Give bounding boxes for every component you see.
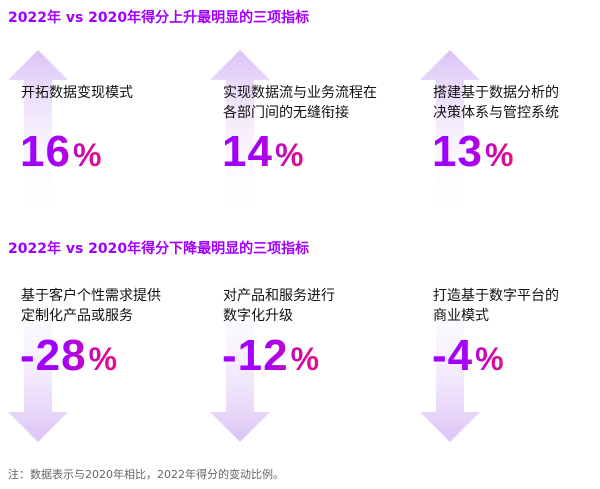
metric-value: -28% [20,332,118,383]
metric-value: 13% [432,128,514,179]
up-arrow-icon [420,50,480,220]
up-arrow-icon [210,50,270,220]
metric-label-line-2: 商业模式 [433,308,489,324]
metric-label-line-1: 实现数据流与业务流程在 [223,85,377,101]
section-title-decrease: 2022年 vs 2020年得分下降最明显的三项指标 [8,241,310,257]
metric-label-line-1: 打造基于数字平台的 [433,288,559,304]
metric-label-line-2: 定制化产品或服务 [21,308,133,324]
metric-label: 开拓数据变现模式 [21,85,133,101]
metric-card-increase-3: 搭建基于数据分析的 决策体系与管控系统 13% [420,50,600,220]
metric-card-decrease-2: 对产品和服务进行 数字化升级 -12% [210,272,400,442]
section-title-increase: 2022年 vs 2020年得分上升最明显的三项指标 [8,10,310,26]
metric-card-decrease-1: 基于客户个性需求提供 定制化产品或服务 -28% [8,272,198,442]
metric-label-line-2: 各部门间的无缝衔接 [223,105,349,121]
metric-label-line-2: 决策体系与管控系统 [433,105,559,121]
metric-value: -12% [222,332,320,383]
down-arrow-icon [8,272,68,442]
up-arrow-icon [8,50,68,220]
metric-value: 16% [20,128,102,179]
down-arrow-icon [420,272,480,442]
metric-label-line-1: 基于客户个性需求提供 [21,288,161,304]
down-arrow-icon [210,272,270,442]
metric-card-increase-2: 实现数据流与业务流程在 各部门间的无缝衔接 14% [210,50,400,220]
footnote: 注：数据表示与2020年相比，2022年得分的变动比例。 [8,468,284,481]
metric-value: 14% [222,128,304,179]
metric-label-line-2: 数字化升级 [223,308,293,324]
metric-label-line-1: 搭建基于数据分析的 [433,85,559,101]
metric-value: -4% [432,332,505,383]
metric-label-line-1: 对产品和服务进行 [223,288,335,304]
metric-card-decrease-3: 打造基于数字平台的 商业模式 -4% [420,272,600,442]
metric-card-increase-1: 开拓数据变现模式 16% [8,50,198,220]
